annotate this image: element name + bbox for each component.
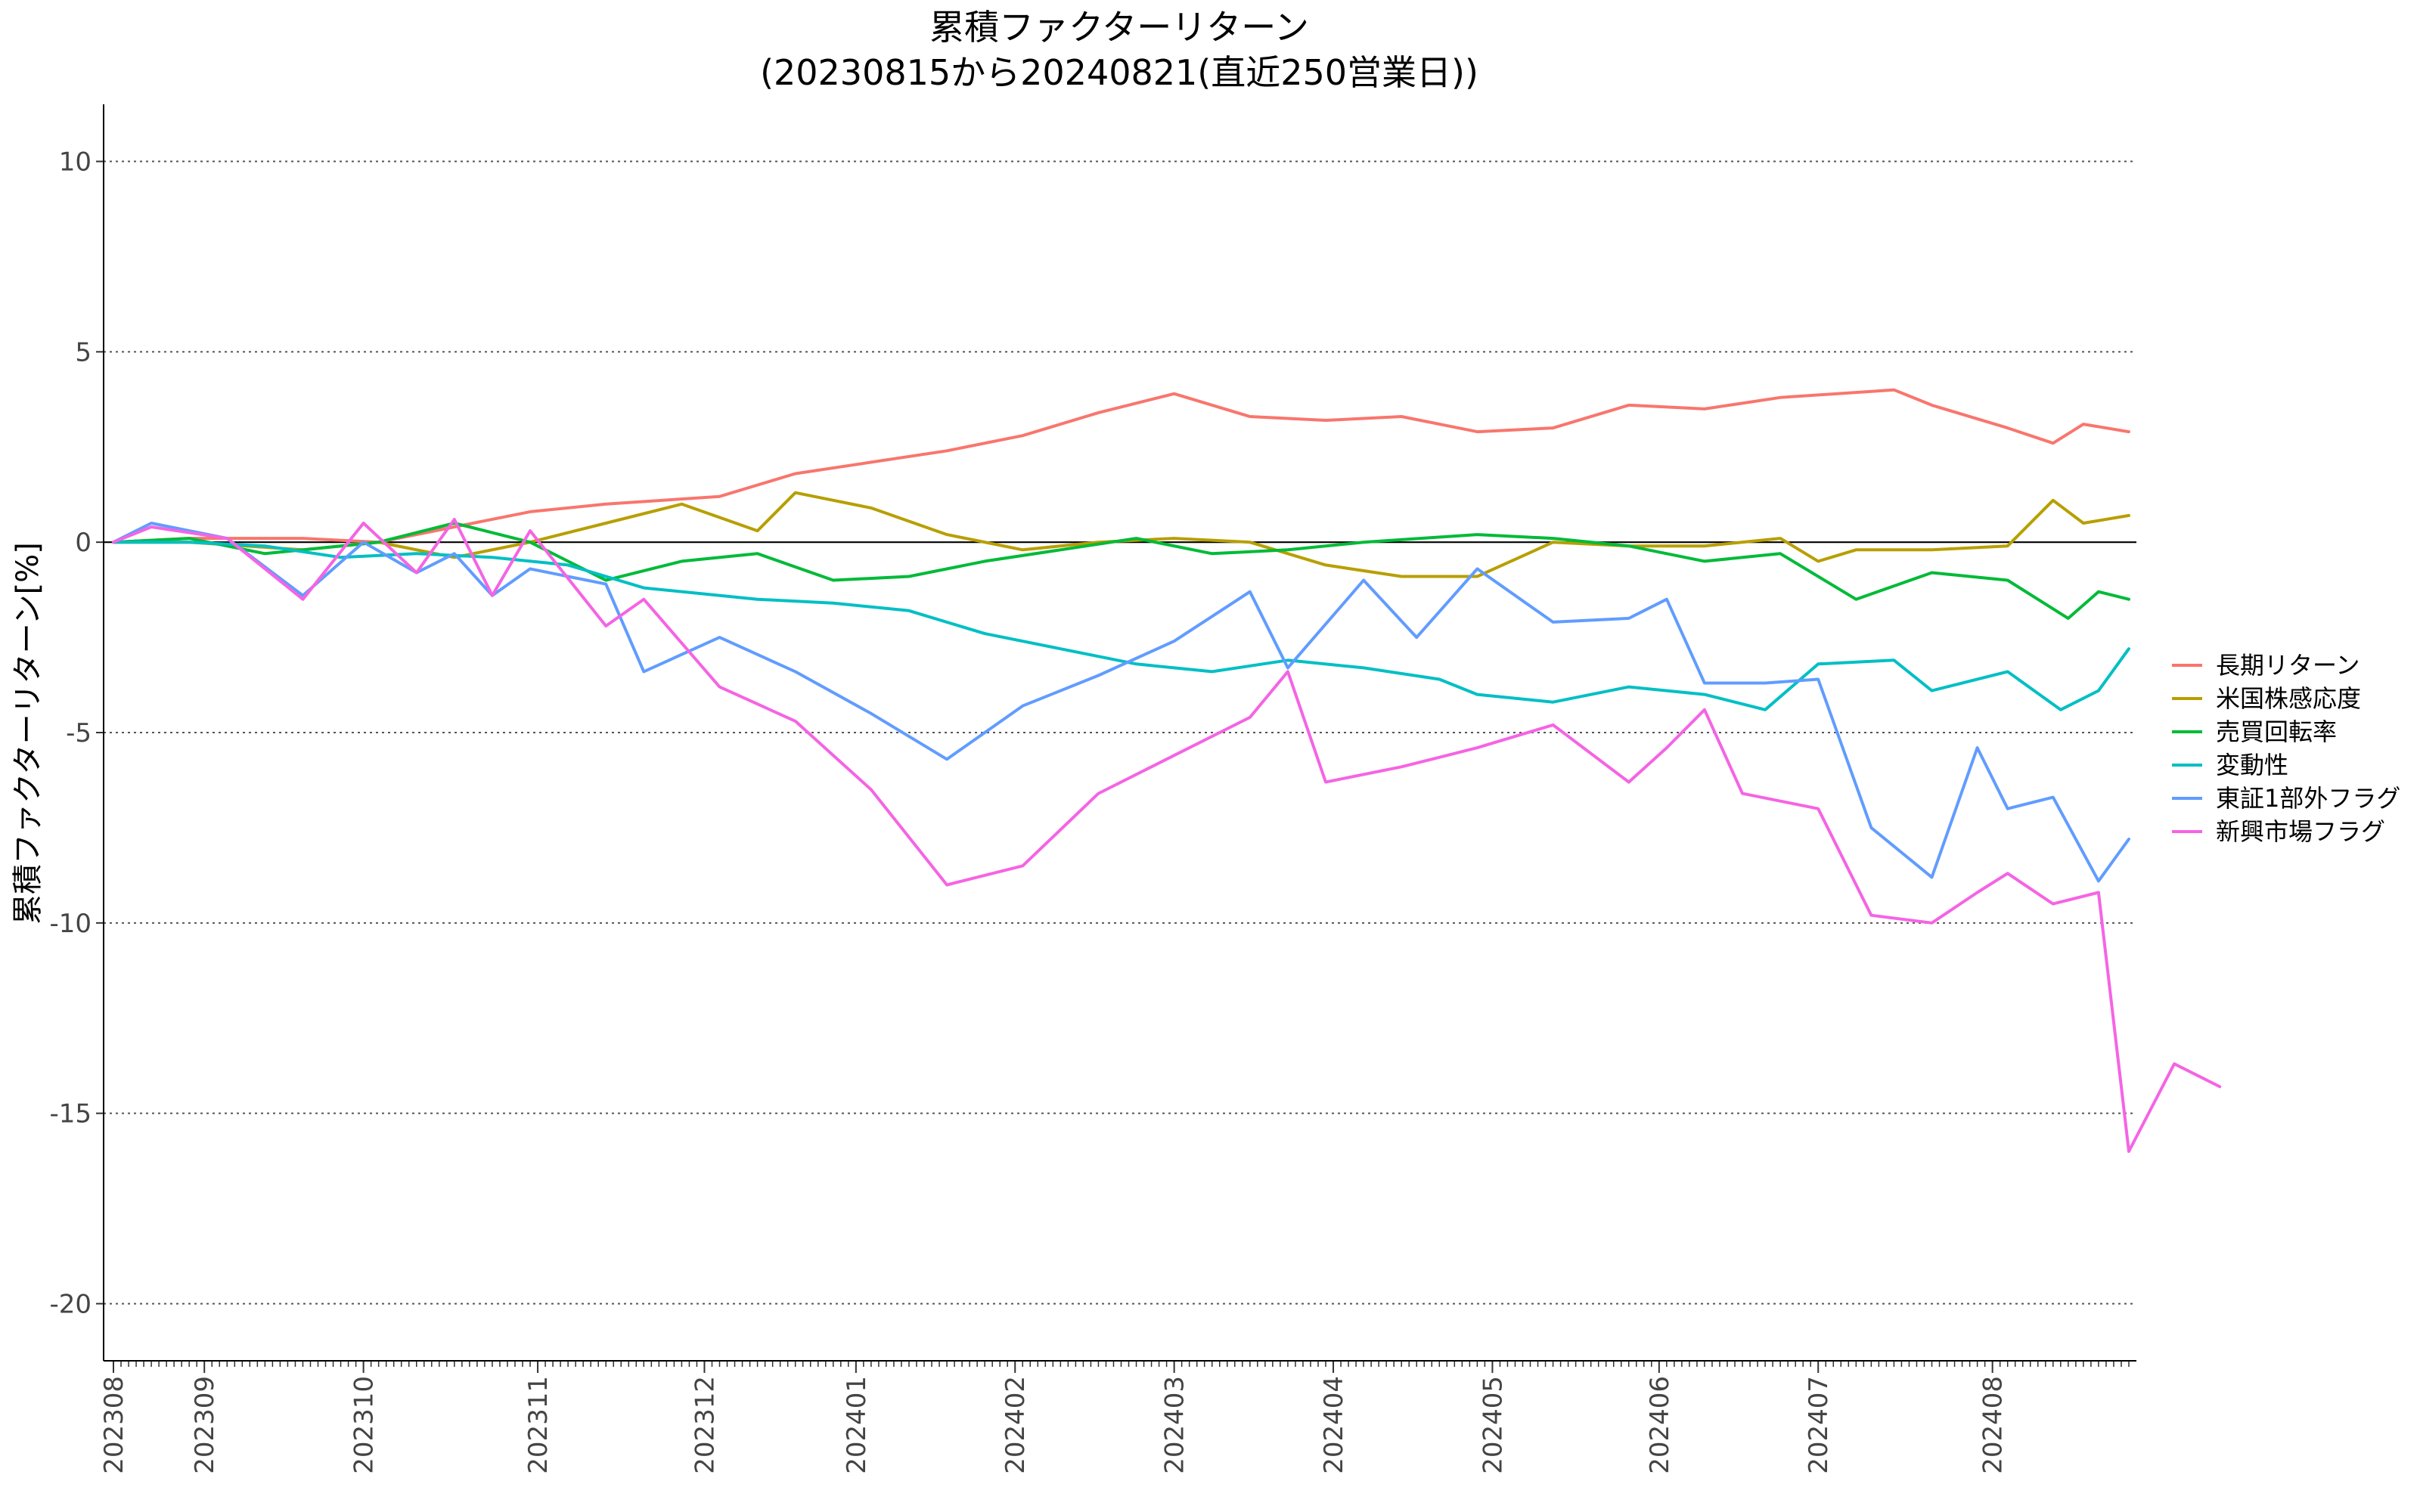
chart-title: 累積ファクターリターン	[929, 7, 1309, 48]
legend-label: 変動性	[2216, 751, 2288, 779]
x-tick-label: 202308	[99, 1376, 129, 1474]
y-tick-label: -20	[49, 1289, 92, 1319]
legend-label: 米国株感応度	[2216, 684, 2361, 713]
y-tick-label: -15	[49, 1099, 92, 1129]
gridlines	[104, 160, 2136, 1305]
x-tick-label: 202405	[1478, 1376, 1508, 1474]
x-tick-label: 202403	[1160, 1376, 1190, 1474]
x-tick-label: 202312	[690, 1376, 720, 1474]
y-tick-label: -5	[66, 718, 92, 748]
series-line-4	[112, 522, 2130, 883]
series-line-5	[112, 518, 2222, 1153]
y-axis-ticks: 10 5 0 -5 -10 -15 -20	[49, 147, 104, 1319]
y-axis-label: 累積ファクターリターン[%]	[11, 542, 45, 925]
x-tick-label: 202310	[349, 1376, 380, 1474]
chart-subtitle: (20230815から20240821(直近250営業日))	[760, 52, 1478, 93]
legend-label: 長期リターン	[2216, 651, 2360, 680]
series-lines	[112, 388, 2222, 1153]
x-tick-label: 202408	[1978, 1376, 2009, 1474]
x-tick-label: 202404	[1319, 1376, 1349, 1474]
legend-label: 新興市場フラグ	[2216, 817, 2385, 846]
series-line-2	[112, 522, 2130, 620]
x-axis-ticks: 202308 202309 202310 202311 202312 202401 2024…	[99, 1361, 2130, 1474]
series-line-3	[112, 541, 2130, 711]
x-tick-label: 202401	[842, 1376, 872, 1474]
y-tick-label: -10	[49, 909, 92, 939]
y-tick-label: 10	[59, 147, 92, 178]
series-line-1	[112, 491, 2130, 578]
legend-label: 東証1部外フラグ	[2216, 784, 2400, 813]
x-tick-label: 202309	[190, 1376, 220, 1474]
y-tick-label: 5	[75, 337, 92, 367]
y-tick-label: 0	[75, 528, 92, 558]
x-tick-label: 202406	[1645, 1376, 1675, 1474]
x-tick-label: 202402	[1001, 1376, 1031, 1474]
series-line-0	[112, 388, 2130, 544]
legend-label: 売買回転率	[2216, 717, 2337, 746]
x-tick-label: 202407	[1804, 1376, 1834, 1474]
x-tick-label: 202311	[523, 1376, 554, 1474]
